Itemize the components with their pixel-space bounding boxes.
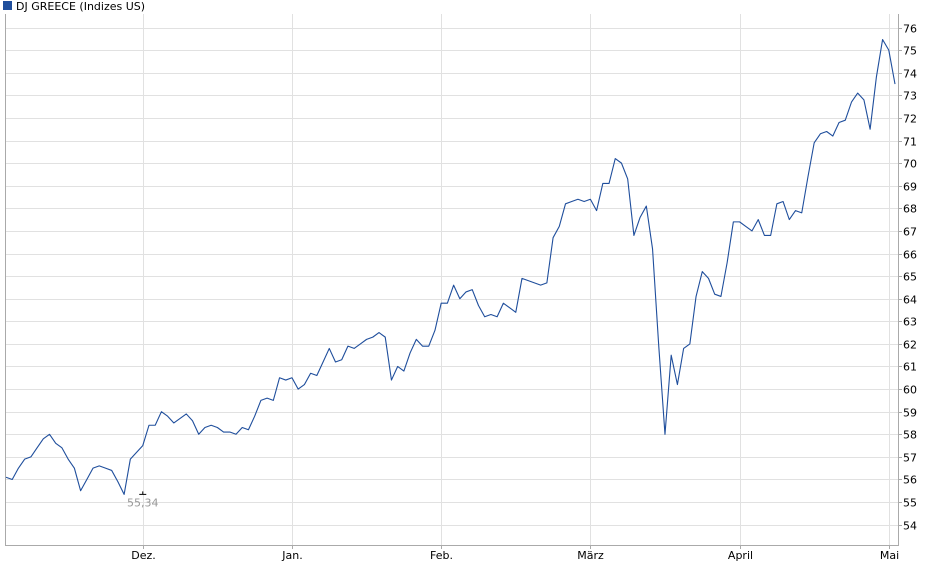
tick-label-y-70: 70: [903, 158, 917, 171]
tick-label-y-57: 57: [903, 452, 917, 465]
tick-label-x-5: Mai: [880, 549, 899, 562]
tick-label-y-69: 69: [903, 181, 917, 194]
tick-label-y-54: 54: [903, 520, 917, 533]
legend-swatch: [3, 1, 12, 10]
tick-label-x-1: Jan.: [281, 549, 302, 562]
extreme-markers: 55,3475,47: [127, 491, 159, 509]
tick-label-y-58: 58: [903, 429, 917, 442]
axes: [5, 14, 902, 549]
tick-label-y-71: 71: [903, 136, 917, 149]
gridlines: [5, 14, 898, 545]
tick-label-y-62: 62: [903, 339, 917, 352]
tick-label-y-66: 66: [903, 249, 917, 262]
tick-label-y-72: 72: [903, 113, 917, 126]
tick-label-y-76: 76: [903, 23, 917, 36]
series: [5, 38, 896, 495]
tick-label-x-0: Dez.: [131, 549, 156, 562]
tick-label-x-3: März: [577, 549, 604, 562]
tick-label-y-61: 61: [903, 361, 917, 374]
tick-label-y-56: 56: [903, 474, 917, 487]
tick-label-y-64: 64: [903, 294, 917, 307]
tick-label-y-55: 55: [903, 497, 917, 510]
legend: DJ GREECE (Indizes US): [3, 0, 145, 13]
tick-label-y-67: 67: [903, 226, 917, 239]
y-axis-ticks: 54 55 56 57 58 59 60 61 62 63 64 65 66 67 68 69 70 71 72 73…: [903, 23, 917, 533]
min-value-label: 55,34: [127, 496, 159, 509]
tick-label-y-73: 73: [903, 90, 917, 103]
tick-label-x-4: April: [728, 549, 753, 562]
tick-label-y-65: 65: [903, 271, 917, 284]
x-axis-ticks: Dez. Jan. Feb. März April Mai: [131, 549, 899, 562]
legend-label: DJ GREECE (Indizes US): [16, 0, 145, 13]
tick-label-y-68: 68: [903, 203, 917, 216]
tick-label-x-2: Feb.: [430, 549, 453, 562]
tick-label-y-63: 63: [903, 316, 917, 329]
tick-label-y-59: 59: [903, 407, 917, 420]
series-line: [5, 38, 896, 495]
tick-label-y-74: 74: [903, 68, 917, 81]
tick-label-y-75: 75: [903, 45, 917, 58]
tick-label-y-60: 60: [903, 384, 917, 397]
